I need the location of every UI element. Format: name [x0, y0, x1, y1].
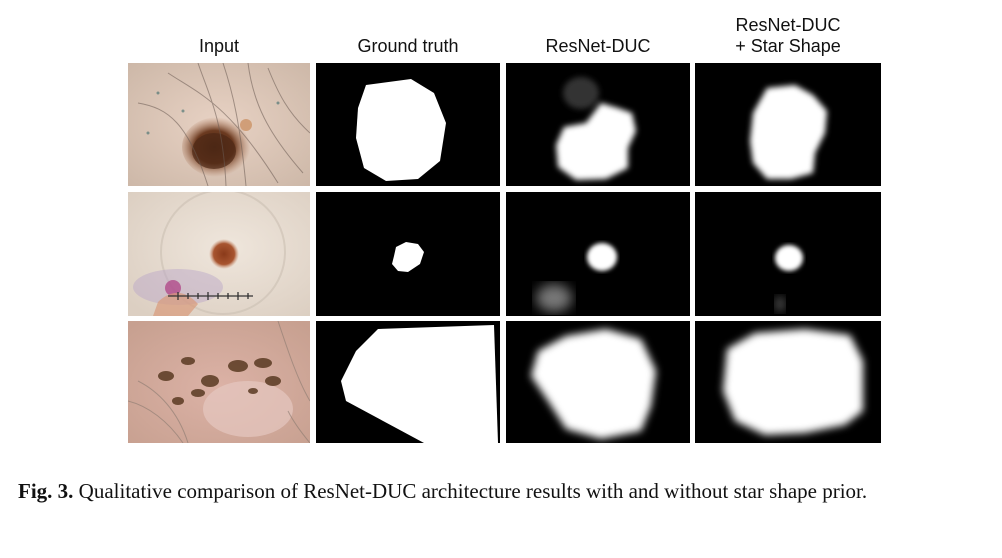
- column-header-resnet-duc: ResNet-DUC: [545, 36, 651, 56]
- figure-caption: Fig. 3. Qualitative comparison of ResNet…: [18, 478, 984, 505]
- ground-truth-mask-row-1: [316, 63, 500, 186]
- figure-label: Fig. 3.: [18, 479, 74, 503]
- resnet-duc-prediction-row-2: [506, 192, 690, 316]
- ground-truth-mask-row-2: [316, 192, 500, 316]
- figure-caption-text: Qualitative comparison of ResNet-DUC arc…: [73, 479, 868, 503]
- resnet-duc-prediction-row-3: [506, 321, 690, 443]
- resnet-duc-star-shape-prediction-row-3: [695, 321, 881, 443]
- input-image-row-1: [128, 63, 310, 186]
- column-header-input: Input: [198, 36, 240, 56]
- input-image-row-2: [128, 192, 310, 316]
- column-header-resnet-duc-star-shape: ResNet-DUC + Star Shape: [735, 15, 841, 56]
- resnet-duc-prediction-row-1: [506, 63, 690, 186]
- column-header-ground-truth: Ground truth: [357, 36, 459, 56]
- resnet-duc-star-shape-prediction-row-2: [695, 192, 881, 316]
- resnet-duc-star-shape-prediction-row-1: [695, 63, 881, 186]
- input-image-row-3: [128, 321, 310, 443]
- ground-truth-mask-row-3: [316, 321, 500, 443]
